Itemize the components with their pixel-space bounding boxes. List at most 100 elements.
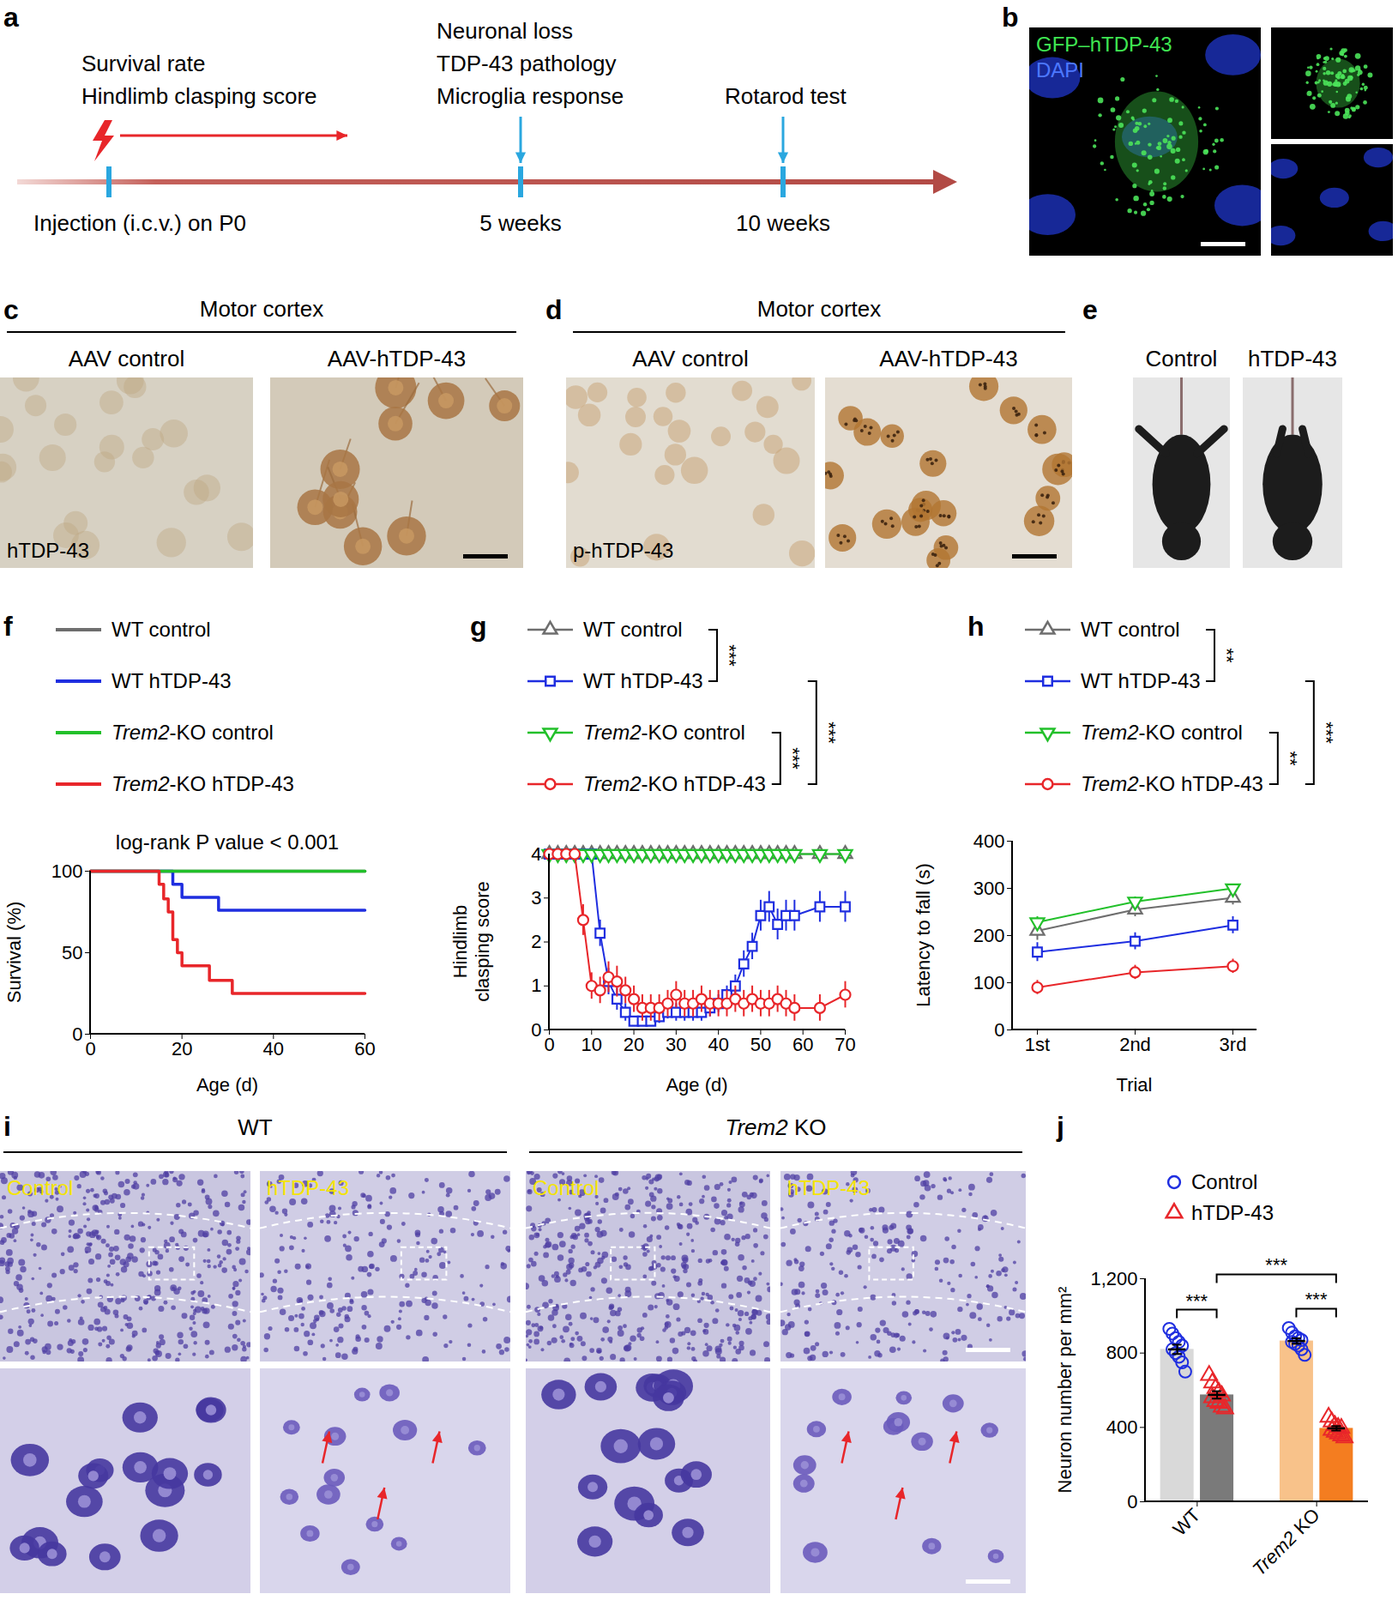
svg-text:Age (d): Age (d) bbox=[196, 1073, 259, 1096]
svg-text:WT control: WT control bbox=[583, 617, 683, 641]
svg-text:Age (d): Age (d) bbox=[665, 1073, 728, 1096]
svg-text:Trem2 KO: Trem2 KO bbox=[1247, 1503, 1324, 1579]
svg-text:Trem2-KO hTDP-43: Trem2-KO hTDP-43 bbox=[583, 771, 766, 796]
svg-text:4: 4 bbox=[530, 843, 542, 865]
html-text:TDP-43 pathology: TDP-43 pathology bbox=[436, 50, 617, 77]
svg-text:0: 0 bbox=[1126, 1490, 1138, 1513]
html-text:Motor cortex: Motor cortex bbox=[757, 295, 882, 322]
svg-text:***: *** bbox=[1186, 1289, 1209, 1312]
html-text:GFP–hTDP-43: GFP–hTDP-43 bbox=[1036, 32, 1173, 56]
html-text:a: a bbox=[3, 1, 19, 33]
svg-text:**: ** bbox=[1279, 750, 1302, 766]
svg-text:Neuron number per mm²: Neuron number per mm² bbox=[1054, 1286, 1076, 1494]
svg-text:100: 100 bbox=[973, 971, 1006, 994]
svg-text:40: 40 bbox=[707, 1033, 729, 1055]
html-text:hTDP-43: hTDP-43 bbox=[6, 538, 90, 562]
html-text:d: d bbox=[545, 294, 563, 326]
html-text:Rotarod test: Rotarod test bbox=[724, 83, 847, 109]
html-text:DAPI: DAPI bbox=[1036, 58, 1085, 82]
svg-text:Latency to fall (s): Latency to fall (s) bbox=[912, 862, 935, 1007]
svg-text:Survival (%): Survival (%) bbox=[3, 901, 25, 1004]
html-text:Neuronal loss: Neuronal loss bbox=[436, 18, 573, 44]
html-text:Control: Control bbox=[6, 1175, 74, 1200]
svg-text:Hindlimb: Hindlimb bbox=[449, 904, 471, 979]
svg-text:40: 40 bbox=[263, 1037, 284, 1060]
svg-text:Trem2-KO hTDP-43: Trem2-KO hTDP-43 bbox=[1080, 771, 1264, 796]
html-text:c: c bbox=[3, 294, 19, 326]
svg-text:WT hTDP-43: WT hTDP-43 bbox=[1080, 668, 1201, 693]
html-text:g: g bbox=[470, 610, 487, 642]
html-text:WT: WT bbox=[237, 1114, 273, 1140]
svg-text:1st: 1st bbox=[1024, 1033, 1050, 1055]
svg-text:WT hTDP-43: WT hTDP-43 bbox=[583, 668, 704, 693]
svg-text:WT control: WT control bbox=[1080, 617, 1181, 641]
svg-text:400: 400 bbox=[1106, 1416, 1139, 1438]
svg-text:WT: WT bbox=[1169, 1503, 1206, 1540]
svg-text:Trial: Trial bbox=[1116, 1073, 1153, 1096]
html-text:hTDP-43: hTDP-43 bbox=[1247, 345, 1338, 372]
html-text:h: h bbox=[967, 610, 985, 642]
html-text:Trem2 KO: Trem2 KO bbox=[725, 1114, 827, 1140]
svg-text:***: *** bbox=[1315, 721, 1338, 744]
html-text:Control: Control bbox=[532, 1175, 599, 1200]
svg-text:0: 0 bbox=[84, 1037, 96, 1060]
html-text:10 weeks: 10 weeks bbox=[735, 210, 831, 236]
svg-text:20: 20 bbox=[623, 1033, 645, 1055]
svg-text:Trem2-KO control: Trem2-KO control bbox=[1080, 720, 1243, 744]
svg-text:1,200: 1,200 bbox=[1090, 1267, 1138, 1290]
svg-text:100: 100 bbox=[51, 860, 84, 882]
html-text:AAV control: AAV control bbox=[632, 345, 749, 372]
svg-text:Control: Control bbox=[1191, 1169, 1258, 1194]
html-text:Survival rate: Survival rate bbox=[81, 50, 206, 77]
svg-text:60: 60 bbox=[792, 1033, 814, 1055]
svg-text:***: *** bbox=[1305, 1288, 1328, 1310]
html-text:Hindlimb clasping score: Hindlimb clasping score bbox=[81, 83, 317, 109]
svg-text:0: 0 bbox=[530, 1018, 542, 1041]
svg-text:0: 0 bbox=[72, 1023, 83, 1045]
svg-text:60: 60 bbox=[354, 1037, 375, 1060]
html-text:AAV-hTDP-43: AAV-hTDP-43 bbox=[327, 345, 466, 372]
html-text:Injection (i.c.v.) on P0: Injection (i.c.v.) on P0 bbox=[33, 210, 247, 236]
html-text:AAV control: AAV control bbox=[68, 345, 185, 372]
svg-text:50: 50 bbox=[750, 1033, 772, 1055]
svg-text:50: 50 bbox=[61, 941, 83, 964]
svg-text:30: 30 bbox=[665, 1033, 687, 1055]
svg-text:70: 70 bbox=[834, 1033, 856, 1055]
svg-text:clasping score: clasping score bbox=[471, 880, 494, 1002]
svg-text:WT hTDP-43: WT hTDP-43 bbox=[111, 668, 232, 693]
html-text:hTDP-43: hTDP-43 bbox=[266, 1175, 350, 1200]
svg-text:0: 0 bbox=[543, 1033, 555, 1055]
svg-text:400: 400 bbox=[973, 830, 1006, 852]
svg-text:10: 10 bbox=[581, 1033, 603, 1055]
svg-text:hTDP-43: hTDP-43 bbox=[1191, 1200, 1274, 1224]
svg-text:Trem2-KO control: Trem2-KO control bbox=[583, 720, 746, 744]
svg-text:***: *** bbox=[1265, 1253, 1288, 1276]
svg-text:3: 3 bbox=[530, 886, 542, 909]
svg-text:**: ** bbox=[1216, 647, 1238, 663]
svg-text:0: 0 bbox=[994, 1018, 1005, 1041]
svg-text:200: 200 bbox=[973, 924, 1006, 947]
svg-text:3rd: 3rd bbox=[1219, 1033, 1248, 1055]
svg-text:2nd: 2nd bbox=[1119, 1033, 1151, 1055]
html-text:5 weeks: 5 weeks bbox=[479, 210, 562, 236]
html-text:Microglia response: Microglia response bbox=[436, 83, 624, 109]
html-text:AAV-hTDP-43: AAV-hTDP-43 bbox=[879, 345, 1018, 372]
svg-text:300: 300 bbox=[973, 877, 1006, 899]
svg-text:2: 2 bbox=[530, 930, 542, 953]
svg-text:***: *** bbox=[718, 644, 741, 667]
svg-text:1: 1 bbox=[530, 974, 542, 996]
svg-text:800: 800 bbox=[1106, 1341, 1139, 1363]
svg-text:Trem2-KO control: Trem2-KO control bbox=[111, 720, 274, 744]
html-text:Control: Control bbox=[1145, 345, 1218, 372]
svg-text:WT control: WT control bbox=[111, 617, 211, 641]
svg-text:20: 20 bbox=[171, 1037, 193, 1060]
svg-text:Trem2-KO hTDP-43: Trem2-KO hTDP-43 bbox=[111, 771, 295, 796]
html-text:log-rank P value < 0.001: log-rank P value < 0.001 bbox=[115, 830, 339, 854]
svg-text:***: *** bbox=[818, 721, 840, 744]
html-text:b: b bbox=[1001, 1, 1019, 33]
html-text:Motor cortex: Motor cortex bbox=[199, 295, 324, 322]
html-text:p-hTDP-43: p-hTDP-43 bbox=[572, 538, 674, 562]
svg-text:***: *** bbox=[782, 747, 804, 770]
html-text:e: e bbox=[1082, 294, 1098, 326]
html-text:hTDP-43: hTDP-43 bbox=[787, 1175, 870, 1200]
